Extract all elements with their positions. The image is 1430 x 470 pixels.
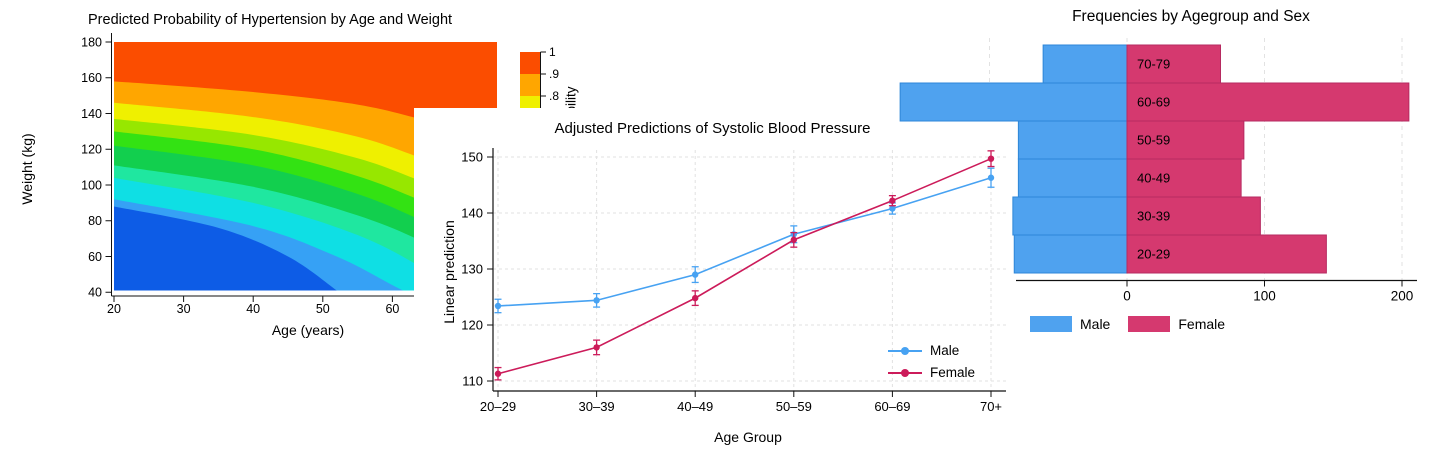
pyramid-chart-svg: 70-79 60-69 50-59 40-49 30-39 20-29 0 100 200	[899, 0, 1430, 347]
pyramid-legend-item-male: Male	[1030, 316, 1110, 332]
svg-text:30–39: 30–39	[579, 399, 615, 414]
legend-item-female: Female	[888, 365, 975, 380]
svg-text:180: 180	[81, 35, 102, 49]
svg-text:30: 30	[177, 302, 191, 316]
svg-text:40-49: 40-49	[1137, 171, 1170, 186]
female-line-swatch	[888, 368, 922, 378]
legend-item-male: Male	[888, 343, 975, 358]
svg-text:200: 200	[1391, 289, 1414, 304]
svg-text:80: 80	[88, 214, 102, 228]
male-bars	[899, 44, 1128, 274]
svg-text:40: 40	[246, 302, 260, 316]
svg-text:1: 1	[549, 45, 556, 59]
svg-text:100: 100	[81, 178, 102, 192]
svg-text:0: 0	[1123, 289, 1131, 304]
svg-text:60–69: 60–69	[874, 399, 910, 414]
line-chart-legend: Male Female	[888, 343, 975, 380]
svg-text:60: 60	[88, 250, 102, 264]
contour-title: Predicted Probability of Hypertension by…	[88, 12, 453, 28]
svg-text:140: 140	[461, 206, 483, 221]
legend-label-male: Male	[930, 343, 960, 358]
svg-text:110: 110	[462, 374, 483, 389]
legend-label-female: Female	[930, 365, 976, 380]
svg-text:140: 140	[81, 107, 102, 121]
line-y-axis-label: Linear prediction	[441, 220, 457, 324]
male-bar-swatch	[1030, 316, 1072, 332]
svg-text:50: 50	[316, 302, 330, 316]
female-bar-swatch	[1128, 316, 1171, 332]
svg-text:20: 20	[107, 302, 121, 316]
svg-text:30-39: 30-39	[1137, 209, 1170, 224]
svg-text:150: 150	[461, 150, 483, 165]
contour-x-axis-label: Age (years)	[271, 322, 345, 338]
series-female	[494, 150, 995, 381]
series-male	[494, 167, 995, 314]
pyramid-legend-label-female: Female	[1178, 316, 1226, 332]
svg-text:60-69: 60-69	[1137, 95, 1170, 110]
contour-plot-svg: 180 160 140 120 100 80 60 40 20 30 40 50 60 1 .9 .8	[81, 33, 559, 316]
svg-text:20-29: 20-29	[1137, 247, 1170, 262]
svg-text:50–59: 50–59	[776, 399, 812, 414]
line-chart-svg: 110 120 130 140 150 20–29 30–39 40–49 50–59 60–69…	[414, 108, 1011, 460]
agegroup-labels: 70-79 60-69 50-59 40-49 30-39 20-29	[1137, 57, 1170, 262]
svg-text:120: 120	[461, 318, 483, 333]
pyramid-title: Frequencies by Agegroup and Sex	[1072, 8, 1310, 25]
svg-text:120: 120	[81, 143, 102, 157]
line-chart-title: Adjusted Predictions of Systolic Blood P…	[554, 120, 871, 137]
svg-text:40–49: 40–49	[677, 399, 713, 414]
pyramid-legend-item-female: Female	[1128, 316, 1225, 332]
svg-text:.8: .8	[549, 89, 559, 103]
pyramid-legend-label-male: Male	[1080, 316, 1111, 332]
female-bars	[1126, 44, 1410, 274]
svg-text:70-79: 70-79	[1137, 57, 1170, 72]
contour-bands	[114, 42, 497, 291]
svg-text:50-59: 50-59	[1137, 133, 1170, 148]
svg-text:.9: .9	[549, 67, 559, 81]
svg-text:100: 100	[1253, 289, 1276, 304]
svg-text:160: 160	[81, 71, 102, 85]
svg-text:60: 60	[385, 302, 399, 316]
pyramid-legend: Male Female	[1030, 316, 1225, 332]
svg-text:20–29: 20–29	[480, 399, 516, 414]
svg-text:130: 130	[461, 262, 483, 277]
svg-text:70+: 70+	[980, 399, 1002, 414]
line-x-axis-label: Age Group	[714, 429, 782, 445]
svg-text:40: 40	[88, 286, 102, 300]
male-line-swatch	[888, 346, 922, 356]
contour-y-axis-label: Weight (kg)	[19, 133, 35, 205]
